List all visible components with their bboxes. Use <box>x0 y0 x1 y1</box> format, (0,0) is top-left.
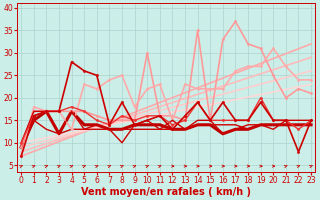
X-axis label: Vent moyen/en rafales ( km/h ): Vent moyen/en rafales ( km/h ) <box>81 187 251 197</box>
